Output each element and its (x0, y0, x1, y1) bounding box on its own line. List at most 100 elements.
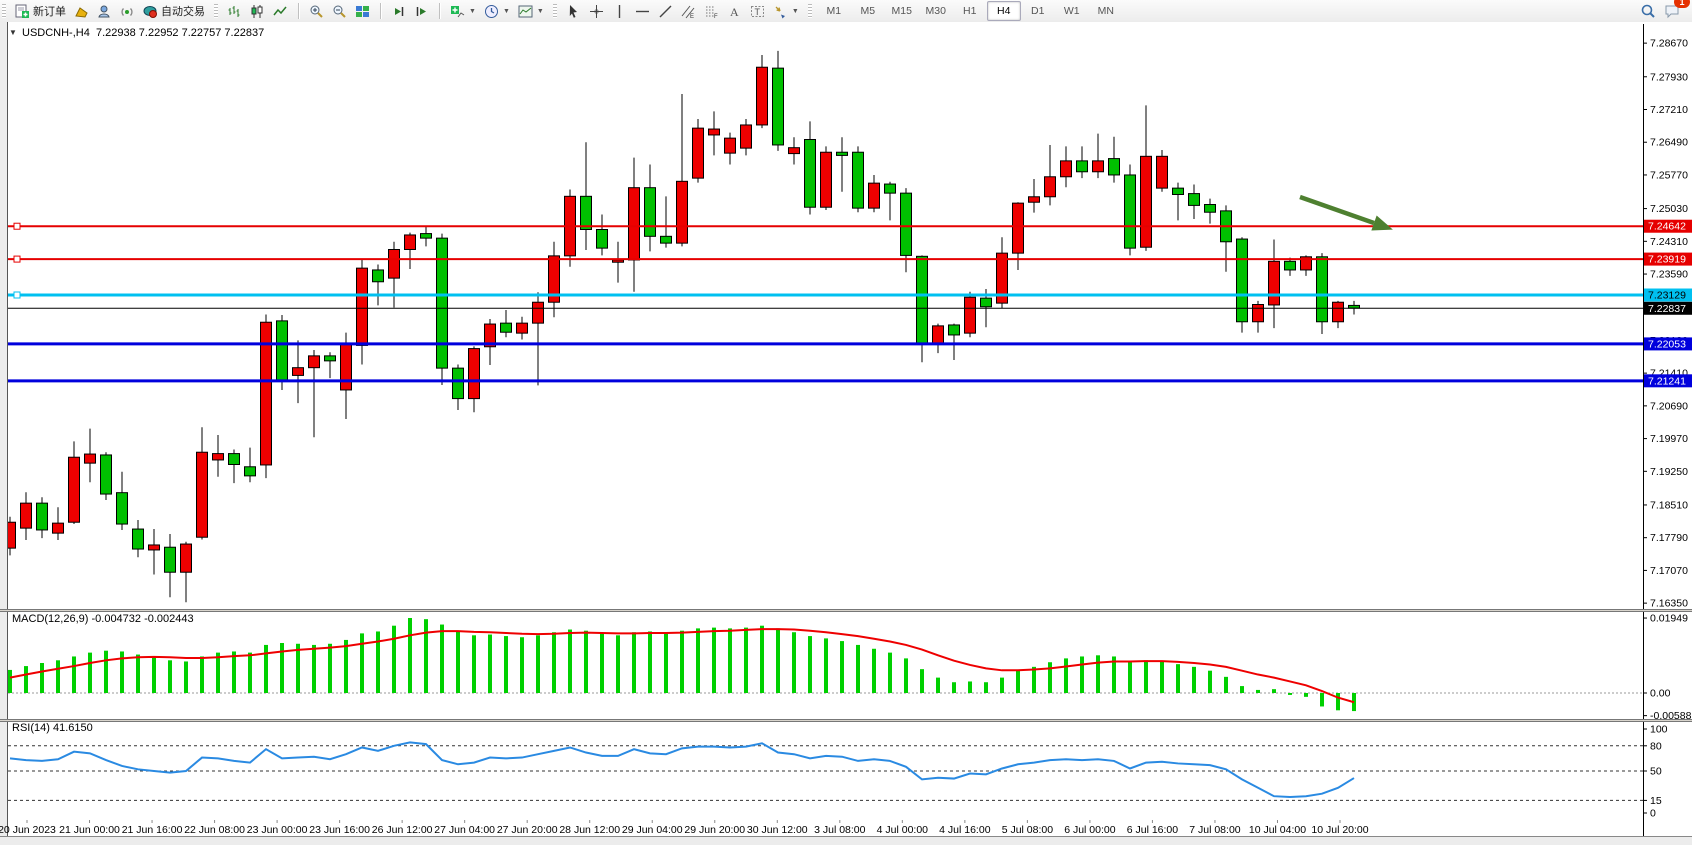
macd-histogram-bar (168, 660, 172, 693)
timeframe-m15-button[interactable]: M15 (891, 5, 912, 17)
candle-body (148, 544, 160, 551)
toolbar-grip (2, 4, 6, 18)
macd-histogram-bar (200, 656, 204, 693)
candle-body (532, 301, 544, 324)
macd-histogram-bar (1048, 662, 1052, 693)
macd-histogram-bar (232, 651, 236, 693)
line-chart-button[interactable] (269, 0, 292, 22)
candle-body (100, 454, 112, 495)
one-click-trading-collapser[interactable]: ▼ (9, 28, 17, 37)
candlestick-button[interactable] (246, 0, 269, 22)
text-button[interactable]: A (723, 0, 746, 22)
timeframe-m5-button[interactable]: M5 (860, 5, 876, 17)
svg-text:F: F (714, 14, 718, 19)
zoom-out-button[interactable] (328, 0, 351, 22)
candle-body (1060, 160, 1072, 178)
indicators-button[interactable]: ▼ (446, 0, 480, 22)
tile-windows-button[interactable] (351, 0, 374, 22)
signals-button[interactable] (116, 0, 139, 22)
candle-body (516, 322, 528, 334)
timeframe-h1-button[interactable]: H1 (963, 5, 977, 17)
macd-histogram-bar (360, 633, 364, 693)
time-axis-label: 4 Jul 16:00 (939, 824, 991, 836)
time-axis-label: 21 Jun 16:00 (122, 824, 183, 836)
cursor-button[interactable] (562, 0, 585, 22)
macd-histogram-bar (1320, 693, 1324, 707)
panel-splitter-price-macd[interactable] (0, 609, 1692, 612)
macd-histogram-bar (1288, 693, 1292, 695)
candle-body (1284, 260, 1296, 271)
macd-histogram-bar (1240, 686, 1244, 693)
candle-body (772, 67, 784, 146)
candle-body (308, 355, 320, 369)
templates-button[interactable]: ▼ (514, 0, 548, 22)
candle-body (628, 187, 640, 261)
candle-body (356, 267, 368, 346)
macd-histogram-bar (840, 641, 844, 693)
rsi-axis-label: 0 (1650, 808, 1656, 820)
candle-body (420, 233, 432, 239)
candle-body (1204, 204, 1216, 213)
search-button[interactable] (1636, 0, 1660, 22)
candle-body (84, 453, 96, 464)
candle-body (836, 151, 848, 156)
notifications-button[interactable]: 1 (1660, 0, 1690, 22)
line-anchor-marker[interactable] (13, 222, 21, 230)
line-anchor-marker[interactable] (13, 255, 21, 263)
line-anchor-marker[interactable] (13, 291, 21, 299)
toolbar-group-chart-type (220, 0, 295, 22)
svg-text:E: E (690, 14, 694, 19)
candle-body (1332, 301, 1344, 323)
timeframe-d1-button[interactable]: D1 (1031, 5, 1045, 17)
candle-body (948, 324, 960, 336)
timeframe-m1-button[interactable]: M1 (826, 5, 842, 17)
auto-scroll-button[interactable] (387, 0, 410, 22)
trendline-button[interactable] (654, 0, 677, 22)
channel-button[interactable]: E (677, 0, 700, 22)
templates-icon (518, 4, 533, 19)
market-watch-button[interactable] (93, 0, 116, 22)
text-label-button[interactable]: T (746, 0, 769, 22)
zoom-in-button[interactable] (305, 0, 328, 22)
macd-histogram-bar (1208, 670, 1212, 693)
timeframe-h4-button[interactable]: H4 (986, 1, 1021, 21)
price-tick-label: 7.19250 (1650, 466, 1688, 478)
macd-histogram-bar (1144, 660, 1148, 693)
new-order-button[interactable]: 新订单 (11, 0, 70, 22)
chevron-down-icon: ▼ (791, 7, 799, 15)
hline-button[interactable] (631, 0, 654, 22)
profiles-button[interactable] (70, 0, 93, 22)
candle-body (548, 255, 560, 303)
macd-histogram-bar (1336, 693, 1340, 711)
timeframe-mn-button[interactable]: MN (1097, 5, 1114, 17)
fibonacci-icon: F (704, 4, 719, 19)
svg-text:7.23129: 7.23129 (1648, 290, 1686, 302)
candle-body (484, 323, 496, 348)
timeframe-w1-button[interactable]: W1 (1063, 5, 1080, 17)
macd-histogram-bar (376, 631, 380, 693)
arrows-button[interactable]: ▼ (769, 0, 803, 22)
time-axis[interactable]: 20 Jun 2023 21 Jun 00:00 21 Jun 16:00 22 Ju… (0, 820, 1369, 836)
autotrade-button[interactable]: 自动交易 (139, 0, 209, 22)
panel-splitter-macd-rsi[interactable] (0, 719, 1692, 722)
time-axis-label: 30 Jun 12:00 (747, 824, 808, 836)
macd-histogram-bar (872, 648, 876, 693)
candle-body (500, 322, 512, 333)
hline-price-label: 7.24642 (1644, 219, 1692, 233)
timeframe-m30-button[interactable]: M30 (925, 5, 946, 17)
crosshair-button[interactable] (585, 0, 608, 22)
candle-body (228, 453, 240, 465)
macd-histogram-bar (1032, 666, 1036, 693)
bid-price-label: 7.22837 (1644, 301, 1692, 315)
fibonacci-button[interactable]: F (700, 0, 723, 22)
bar-chart-button[interactable] (223, 0, 246, 22)
arrow-annotation[interactable] (1299, 194, 1393, 231)
rsi-indicator-label: RSI(14) 41.6150 (12, 722, 93, 734)
chart-shift-button[interactable] (410, 0, 433, 22)
symbol-period-label: USDCNH-,H4 (22, 27, 90, 39)
time-axis-label: 3 Jul 08:00 (814, 824, 866, 836)
candle-body (852, 151, 864, 209)
vline-button[interactable] (608, 0, 631, 22)
periods-button[interactable]: ▼ (480, 0, 514, 22)
